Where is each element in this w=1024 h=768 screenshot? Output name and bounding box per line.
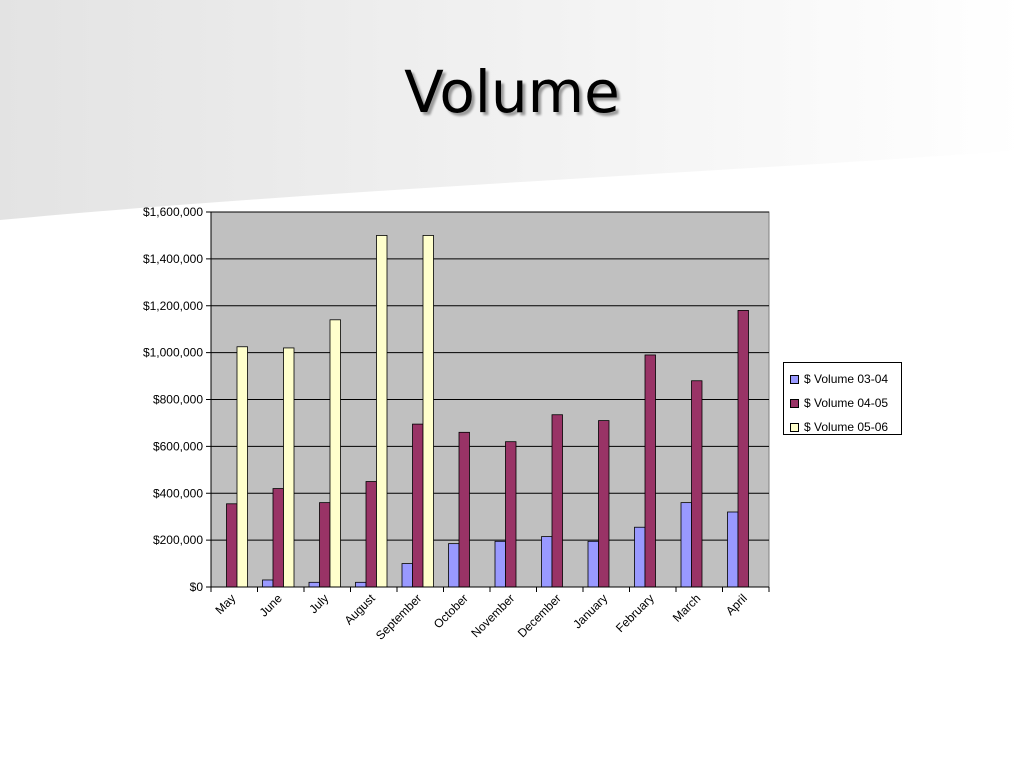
bar-0506-may bbox=[236, 346, 248, 588]
bar-0405-june bbox=[272, 488, 284, 588]
bar-0405-november bbox=[505, 441, 517, 588]
legend-entry-04-05: $ Volume 04-05 bbox=[790, 391, 901, 415]
x-tick-label: March bbox=[670, 591, 703, 624]
bar-0405-february bbox=[644, 354, 656, 588]
bar-0304-march bbox=[680, 502, 692, 588]
legend-swatch-03-04 bbox=[790, 374, 799, 384]
bar-0405-january bbox=[598, 420, 610, 588]
y-tick-label: $800,000 bbox=[153, 393, 203, 407]
legend-label-05-06: $ Volume 05-06 bbox=[804, 420, 889, 434]
bar-0506-june bbox=[283, 347, 295, 588]
x-tick-label: November bbox=[468, 591, 517, 640]
bars bbox=[226, 235, 749, 588]
bar-0405-may bbox=[226, 503, 238, 588]
y-axis-ticks: $0 $200,000 $400,000 $600,000 $800,000 $1,000… bbox=[143, 205, 211, 594]
x-tick-label: October bbox=[431, 591, 471, 631]
bar-0506-july bbox=[329, 319, 341, 588]
bar-0304-december bbox=[541, 536, 553, 588]
slide-title: Volume bbox=[404, 58, 620, 126]
x-tick-label: January bbox=[570, 591, 610, 631]
x-tick-label: July bbox=[306, 591, 331, 616]
bar-0304-october bbox=[448, 543, 460, 588]
y-tick-label: $200,000 bbox=[153, 533, 203, 547]
x-tick-label: February bbox=[613, 591, 657, 635]
bar-0506-august bbox=[376, 235, 388, 588]
y-tick-label: $1,000,000 bbox=[143, 346, 203, 360]
legend-label-04-05: $ Volume 04-05 bbox=[804, 396, 889, 410]
bar-0405-march bbox=[691, 380, 703, 588]
background-swoosh bbox=[0, 0, 1024, 220]
x-tick-label: May bbox=[212, 591, 238, 617]
bar-0405-september bbox=[412, 423, 424, 588]
legend-label-03-04: $ Volume 03-04 bbox=[804, 372, 889, 386]
legend-swatch-04-05 bbox=[790, 398, 799, 408]
bar-0304-june bbox=[262, 579, 274, 588]
x-tick-label: June bbox=[257, 591, 286, 620]
legend-entry-05-06: $ Volume 05-06 bbox=[790, 415, 901, 439]
gridlines bbox=[211, 211, 769, 541]
y-tick-label: $400,000 bbox=[153, 486, 203, 500]
bar-0405-october bbox=[458, 431, 470, 588]
bar-0304-april bbox=[727, 511, 739, 588]
legend-swatch-05-06 bbox=[790, 422, 799, 432]
y-tick-label: $600,000 bbox=[153, 439, 203, 453]
bar-0304-july bbox=[308, 581, 320, 588]
bar-0304-september bbox=[401, 563, 413, 588]
bar-0304-november bbox=[494, 540, 506, 588]
y-tick-label: $0 bbox=[190, 580, 204, 594]
y-tick-label: $1,400,000 bbox=[143, 252, 203, 266]
bar-0405-august bbox=[365, 481, 377, 588]
legend-entry-03-04: $ Volume 03-04 bbox=[790, 367, 901, 391]
bar-0304-january bbox=[587, 540, 599, 588]
x-tick-label: April bbox=[723, 591, 750, 618]
bar-0506-september bbox=[422, 235, 434, 588]
bar-0405-december bbox=[551, 414, 563, 588]
bar-0304-august bbox=[355, 581, 367, 588]
y-tick-label: $1,200,000 bbox=[143, 299, 203, 313]
y-tick-label: $1,600,000 bbox=[143, 205, 203, 219]
bar-0405-april bbox=[737, 310, 749, 588]
bar-0304-february bbox=[634, 526, 646, 588]
x-tick-label: September bbox=[373, 591, 424, 642]
bar-0405-july bbox=[319, 502, 331, 588]
x-tick-label: August bbox=[342, 591, 379, 628]
x-tick-label: December bbox=[515, 591, 564, 640]
legend: $ Volume 03-04 $ Volume 04-05 $ Volume 0… bbox=[783, 362, 902, 435]
